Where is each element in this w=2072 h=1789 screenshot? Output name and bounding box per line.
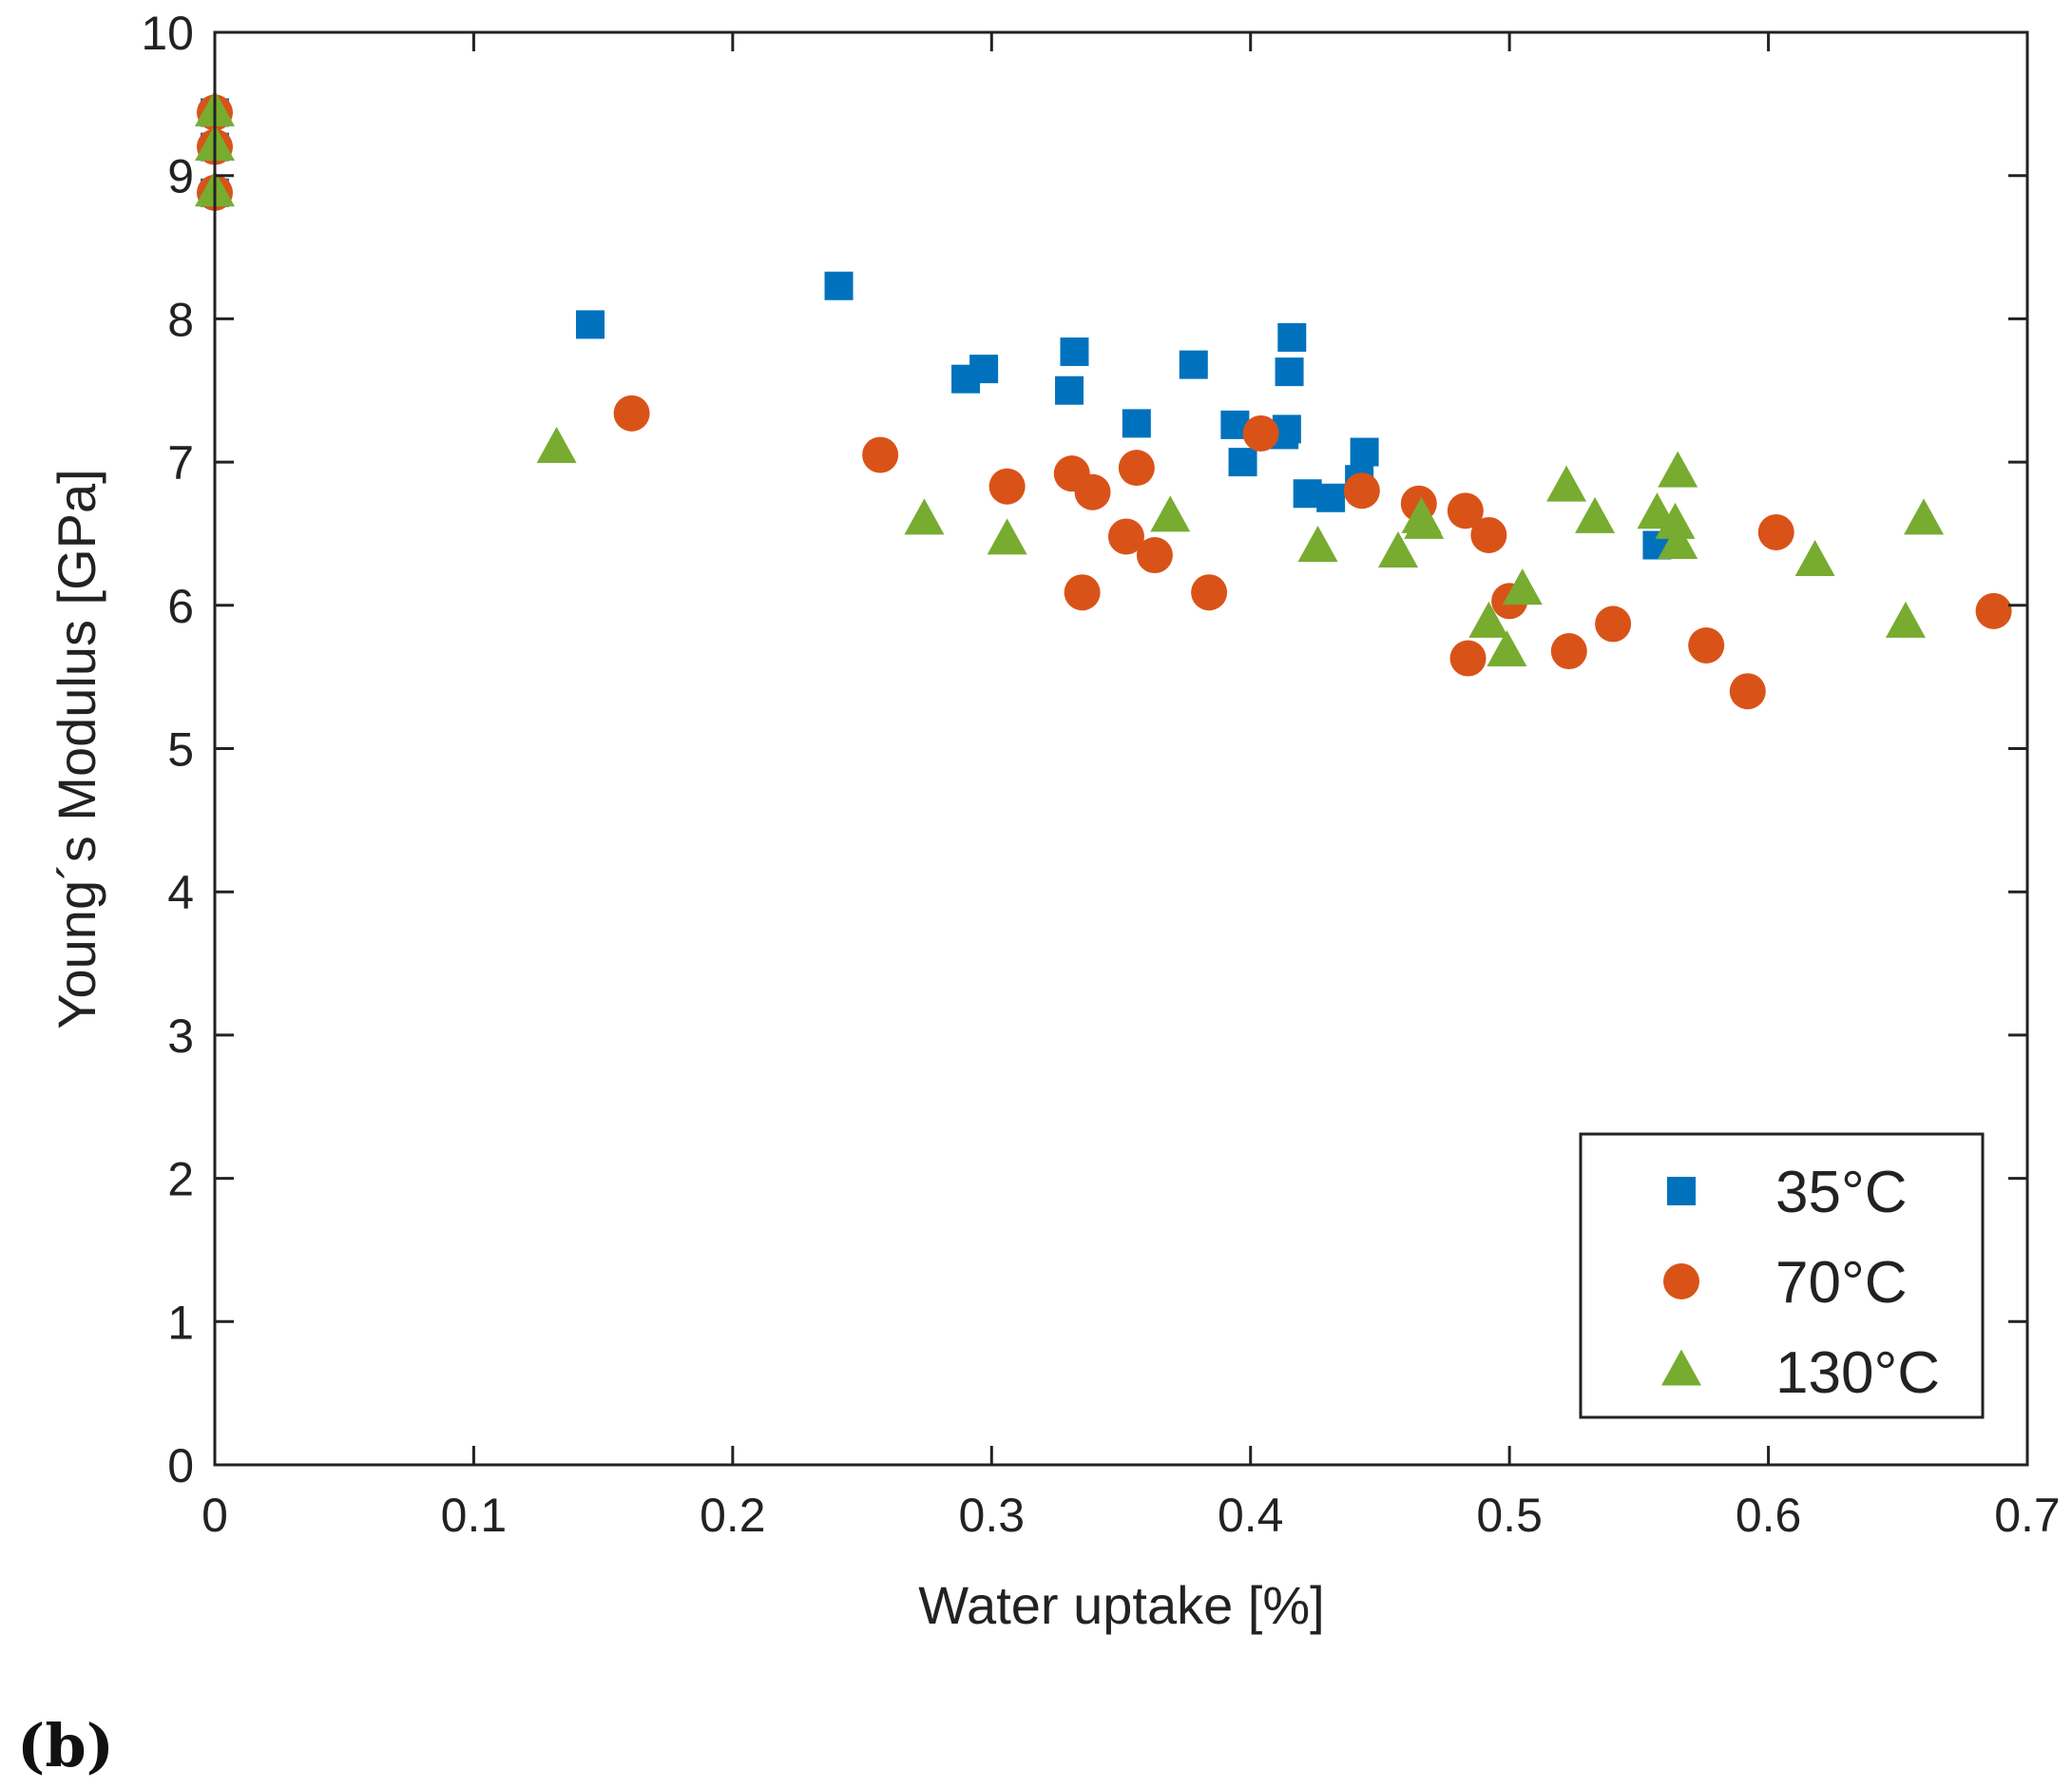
data-point — [1658, 522, 1698, 559]
data-point — [1277, 322, 1307, 352]
data-point — [1316, 483, 1346, 512]
x-tick-label: 0.1 — [441, 1489, 508, 1542]
data-point — [1136, 537, 1173, 574]
y-tick-label: 8 — [167, 293, 194, 346]
data-point — [1350, 437, 1379, 467]
data-point — [1275, 357, 1304, 387]
data-point — [1575, 496, 1616, 533]
data-point — [1794, 540, 1835, 577]
x-tick-label: 0.6 — [1736, 1489, 1802, 1542]
data-point — [1885, 601, 1926, 638]
x-tick-label: 0.4 — [1218, 1489, 1284, 1542]
x-tick-label: 0.2 — [700, 1489, 766, 1542]
data-point — [1447, 492, 1484, 529]
data-point — [988, 468, 1026, 505]
y-tick-label: 7 — [167, 436, 194, 490]
y-tick-label: 0 — [167, 1439, 194, 1492]
data-point — [1055, 375, 1084, 405]
legend: 35°C 70°C 130°C — [1579, 1132, 1985, 1419]
data-point — [1228, 448, 1257, 477]
legend-label: 70°C — [1775, 1250, 1908, 1316]
data-point — [1191, 574, 1228, 611]
data-point — [1118, 450, 1155, 487]
data-point — [1658, 451, 1698, 488]
series-circle — [197, 94, 2012, 710]
legend-marker — [1663, 1263, 1699, 1299]
data-point — [1595, 606, 1632, 643]
axis-ticks: 0 0.1 0.2 0.3 0.4 0.5 0.6 0.7 0 1 2 3 4 5 6 7 8 9 10 — [141, 7, 2060, 1542]
y-tick-label: 4 — [167, 866, 194, 919]
data-point — [1470, 516, 1507, 553]
x-tick-label: 0.5 — [1476, 1489, 1543, 1542]
x-tick-label: 0.7 — [1994, 1489, 2061, 1542]
y-tick-label: 10 — [141, 7, 194, 60]
y-tick-label: 5 — [167, 723, 194, 777]
data-point — [1179, 350, 1208, 379]
y-tick-label: 1 — [167, 1296, 194, 1349]
y-tick-label: 3 — [167, 1010, 194, 1063]
series-square — [201, 98, 1672, 560]
data-point — [576, 310, 605, 339]
data-point — [1688, 626, 1725, 664]
data-point — [824, 271, 854, 300]
legend-marker — [1661, 1349, 1701, 1386]
data-point — [862, 436, 899, 473]
data-point — [1242, 414, 1279, 452]
data-point — [1904, 498, 1945, 535]
x-axis-label: Water uptake [%] — [918, 1575, 1324, 1635]
data-point — [1074, 473, 1111, 510]
legend-label: 35°C — [1775, 1160, 1908, 1225]
data-point — [1655, 502, 1696, 539]
legend-label: 130°C — [1775, 1340, 1940, 1406]
data-point — [1404, 502, 1445, 539]
y-tick-label: 2 — [167, 1153, 194, 1206]
data-point — [1502, 568, 1543, 606]
y-tick-label: 6 — [167, 580, 194, 633]
data-point — [969, 355, 999, 384]
legend-box — [1579, 1132, 1985, 1419]
data-point — [1060, 337, 1089, 367]
data-point — [1064, 574, 1101, 611]
data-point — [1150, 495, 1191, 532]
data-point — [904, 498, 945, 535]
data-point — [1975, 592, 2012, 629]
data-marks — [195, 89, 2012, 710]
data-point — [1297, 525, 1338, 562]
data-point — [1468, 601, 1509, 638]
data-point — [1757, 513, 1794, 550]
series-triangle — [195, 89, 1945, 666]
data-point — [1550, 633, 1587, 670]
y-axis-label: Young´s Modulus [GPa] — [47, 469, 106, 1029]
data-point — [1122, 409, 1151, 438]
x-tick-label: 0.3 — [959, 1489, 1026, 1542]
y-tick-label: 9 — [167, 150, 194, 203]
data-point — [1449, 640, 1487, 677]
data-point — [613, 394, 650, 432]
data-point — [987, 518, 1027, 555]
legend-marker — [1667, 1177, 1696, 1205]
panel-label: (b) — [17, 1711, 115, 1780]
data-point — [1343, 472, 1380, 510]
data-point — [1377, 530, 1418, 567]
data-point — [1729, 673, 1766, 710]
data-point — [536, 426, 577, 463]
x-tick-label: 0 — [201, 1489, 228, 1542]
data-point — [1107, 518, 1144, 555]
data-point — [1546, 465, 1587, 502]
data-point — [1487, 629, 1527, 666]
